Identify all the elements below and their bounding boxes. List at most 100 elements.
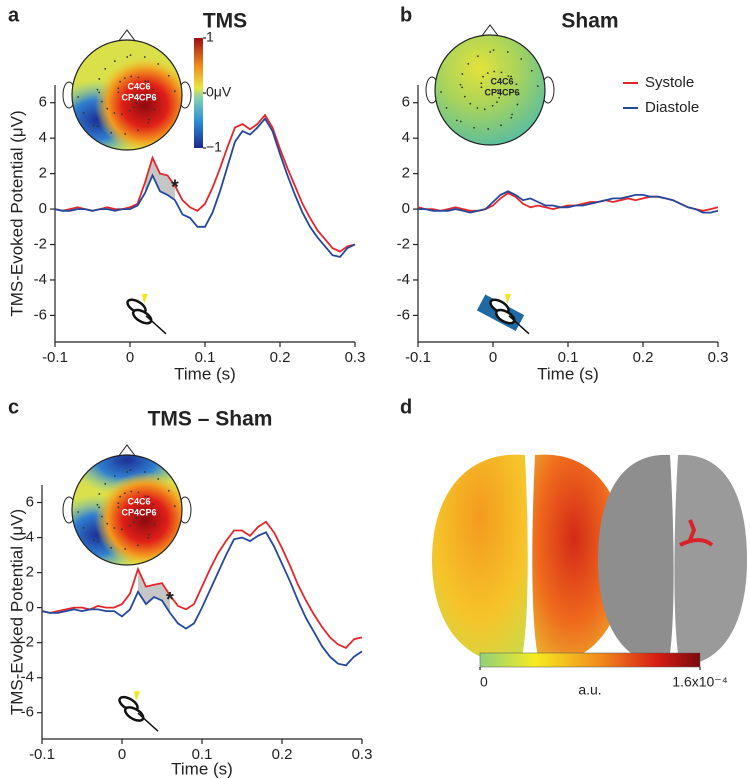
electrode (104, 482, 107, 485)
topomap-nose (480, 24, 500, 38)
chart-title: TMS – Sham (148, 408, 273, 431)
electrode (106, 522, 109, 525)
x-tick-label: 0.2 (272, 746, 293, 763)
electrode (123, 492, 126, 495)
panel-label: c (8, 396, 19, 418)
electrode (96, 88, 99, 91)
electrode (154, 97, 157, 100)
electrode (113, 60, 116, 63)
y-tick-label: 6 (39, 94, 47, 111)
electrode (536, 85, 539, 87)
y-tick-label: 4 (402, 129, 410, 146)
x-tick-label: 0.1 (558, 349, 579, 366)
topomap-nose (117, 444, 137, 458)
electrode (510, 116, 513, 119)
electrode (511, 113, 514, 116)
pulse-bolt (134, 691, 140, 702)
electrode (98, 493, 101, 495)
coil (131, 308, 153, 325)
electrode (157, 63, 160, 65)
electrode-label: CP4CP6 (121, 92, 156, 102)
electrode (137, 491, 140, 494)
electrode (143, 471, 146, 473)
legend-label: Systole (645, 74, 694, 91)
brain-left-hemisphere (432, 454, 528, 665)
electrode (491, 104, 494, 107)
x-tick-label: 0 (118, 746, 126, 763)
electrode (148, 533, 151, 536)
electrode (96, 503, 99, 506)
coil-handle (145, 315, 167, 335)
coil-handle (508, 315, 530, 335)
electrode (124, 133, 127, 135)
electrode (153, 523, 156, 526)
electrode (500, 71, 503, 74)
y-tick-label: 0 (402, 200, 410, 217)
electrode (82, 527, 85, 529)
y-tick-label: -6 (34, 306, 47, 323)
x-tick-label: 0.1 (192, 746, 213, 763)
y-axis-label: TMS-Evoked Potential (μV) (7, 110, 26, 316)
electrode (117, 87, 120, 90)
electrode (82, 112, 85, 114)
electrode (147, 80, 149, 83)
electrode (113, 112, 116, 114)
electrode (497, 89, 499, 91)
x-tick-label: 0 (126, 349, 134, 366)
topomap-bg (435, 35, 545, 145)
x-tick-label: -0.1 (405, 349, 431, 366)
electrode (135, 97, 138, 100)
x-axis-label: Time (s) (171, 759, 233, 778)
panel-label: b (400, 4, 412, 26)
electrode (135, 101, 138, 104)
electrode (137, 76, 140, 79)
electrode (137, 129, 139, 132)
electrode (480, 86, 483, 89)
electrode (124, 548, 127, 550)
x-tick-label: 0.3 (352, 746, 373, 763)
x-tick-label: 0 (489, 349, 497, 366)
topomap-outline (71, 39, 183, 151)
y-tick-label: 0 (26, 599, 34, 616)
colorbar-tick-label: 0 (480, 674, 488, 690)
colorbar-label: a.u. (578, 682, 601, 698)
x-tick-label: 0.1 (195, 349, 216, 366)
chart-title: TMS (203, 10, 247, 33)
x-axis-label: Time (s) (174, 364, 236, 383)
electrode-label: C4C6 (127, 496, 150, 506)
electrode-label: C4C6 (490, 76, 513, 86)
electrode (496, 101, 498, 104)
y-tick-label: 6 (402, 94, 410, 111)
y-tick-label: 4 (39, 129, 47, 146)
y-axis-label: TMS-Evoked Potential (μV) (7, 509, 26, 715)
panel-label: a (8, 4, 20, 26)
y-tick-label: 2 (26, 564, 34, 581)
x-tick-label: -0.1 (42, 349, 68, 366)
coil (494, 308, 516, 325)
colorbar-tick-label: 1.6x10⁻⁴ (672, 674, 727, 690)
electrode (135, 516, 138, 519)
pulse-bolt (142, 293, 148, 304)
electrode (128, 524, 131, 527)
significance-shade (145, 157, 175, 201)
electrode (92, 124, 95, 127)
y-tick-label: -2 (21, 634, 34, 651)
electrode (117, 502, 120, 505)
electrode (469, 102, 472, 105)
electrode (152, 503, 155, 506)
electrode (515, 83, 518, 86)
electrode (516, 103, 519, 106)
electrode (129, 54, 132, 57)
electrode (126, 56, 129, 58)
electrode (486, 72, 489, 75)
y-tick-label: 2 (402, 165, 410, 182)
electrode (123, 77, 126, 80)
electrode (77, 511, 79, 513)
electrode (473, 126, 476, 129)
y-tick-label: -4 (34, 271, 47, 288)
series-line (41, 520, 363, 649)
electrode (498, 92, 501, 95)
panel-label: d (400, 396, 412, 418)
